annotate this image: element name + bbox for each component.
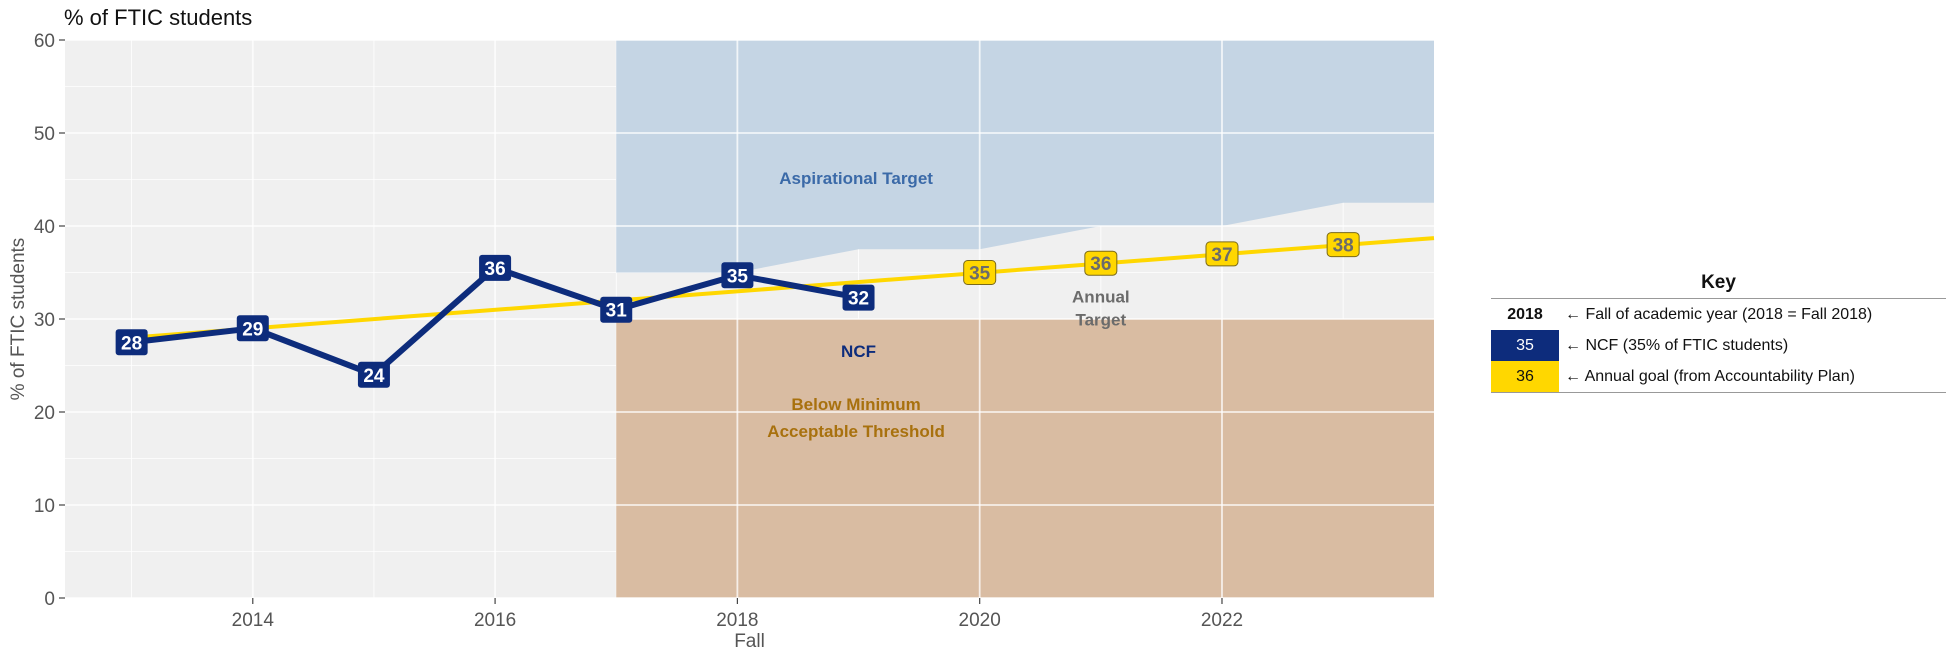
- ncf-point-label: 31: [606, 301, 628, 322]
- y-tick-label: 10: [34, 496, 55, 517]
- key-text-ncf: ← NCF (35% of FTIC students): [1565, 336, 1789, 354]
- y-axis-title: % of FTIC students: [8, 238, 29, 401]
- goal-point-label: 36: [1090, 254, 1111, 275]
- aspirational-target-label: Aspirational Target: [779, 169, 933, 188]
- ncf-point-label: 32: [848, 289, 869, 310]
- ncf-point-box: [115, 329, 148, 356]
- y-tick-label: 60: [34, 31, 55, 52]
- ncf-point-box: [721, 262, 754, 289]
- x-tick-label: 2022: [1201, 610, 1243, 631]
- key-title: Key: [1491, 272, 1946, 299]
- ncf-point-box: [842, 284, 875, 311]
- ncf-point-box: [479, 254, 512, 281]
- goal-point-box: [963, 260, 997, 285]
- key-text-year: ← Fall of academic year (2018 = Fall 201…: [1565, 305, 1873, 323]
- ncf-point-label: 24: [363, 366, 385, 387]
- goal-point-box: [1084, 250, 1118, 276]
- key-swatch-goal: 36: [1491, 361, 1559, 392]
- key-row-year: 2018 ← Fall of academic year (2018 = Fal…: [1491, 299, 1946, 330]
- x-tick-label: 2016: [474, 610, 516, 631]
- goal-point-label: 37: [1211, 245, 1232, 266]
- x-tick-label: 2020: [959, 610, 1001, 631]
- key-row-goal: 36 ← Annual goal (from Accountability Pl…: [1491, 361, 1946, 393]
- ncf-point-label: 35: [727, 266, 749, 287]
- line-chart: 0 10 20 30 40 50 60 2014 2016 2018 2020 2022 % of FT…: [8, 5, 1435, 651]
- ncf-point-label: 29: [242, 319, 263, 340]
- x-tick-label: 2014: [232, 610, 275, 631]
- chart-title: % of FTIC students: [64, 5, 252, 30]
- goal-point-box: [1205, 241, 1239, 267]
- aspirational-target-region: [616, 40, 1434, 273]
- key-swatch-year: 2018: [1507, 305, 1543, 323]
- key-text-goal: ← Annual goal (from Accountability Plan): [1565, 367, 1855, 385]
- y-tick-label: 40: [34, 217, 55, 238]
- ncf-point-box: [236, 315, 269, 342]
- annual-target-annotation-2: Target: [1075, 311, 1126, 330]
- ncf-point-box: [357, 361, 390, 388]
- y-tick-label: 30: [34, 310, 55, 331]
- below-threshold-region: [616, 319, 1434, 598]
- x-axis-title: Fall: [734, 631, 765, 651]
- key-row-ncf: 35 ← NCF (35% of FTIC students): [1491, 330, 1946, 361]
- goal-point-label: 35: [969, 264, 991, 285]
- ncf-annotation: NCF: [841, 342, 876, 361]
- ncf-point-label: 28: [121, 333, 142, 354]
- ncf-point-box: [600, 296, 633, 323]
- y-tick-label: 20: [34, 403, 55, 424]
- below-threshold-label-1: Below Minimum: [791, 395, 920, 414]
- key-legend: Key 2018 ← Fall of academic year (2018 =…: [1491, 272, 1946, 393]
- key-swatch-ncf: 35: [1491, 330, 1559, 361]
- x-tick-label: 2018: [716, 610, 758, 631]
- ncf-point-label: 36: [485, 259, 506, 280]
- goal-point-box: [1326, 232, 1360, 258]
- below-threshold-label-2: Acceptable Threshold: [767, 422, 945, 441]
- goal-point-label: 38: [1333, 236, 1354, 257]
- annual-target-annotation-1: Annual: [1072, 287, 1130, 306]
- y-tick-label: 0: [44, 589, 55, 610]
- y-tick-label: 50: [34, 124, 55, 145]
